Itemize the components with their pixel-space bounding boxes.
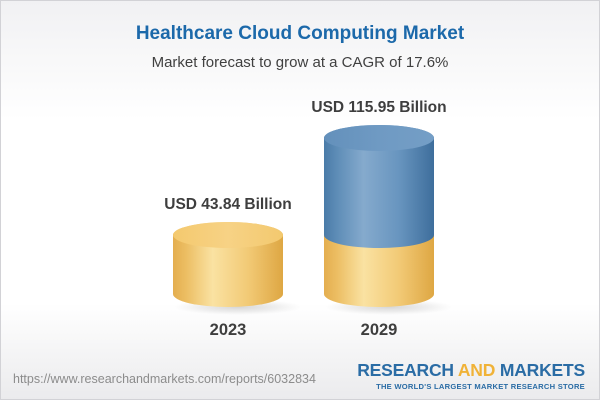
- value-label-2029: USD 115.95 Billion: [311, 99, 447, 116]
- category-label-2029: 2029: [360, 321, 398, 339]
- category-label-2023: 2023: [209, 321, 247, 339]
- bars-group: [173, 125, 453, 315]
- bar-2029-segment-blue: [324, 125, 434, 249]
- logo-wordmark: RESEARCH AND MARKETS: [357, 360, 585, 381]
- page-subtitle: Market forecast to grow at a CAGR of 17.…: [151, 54, 449, 71]
- bar-2023-cap: [173, 222, 283, 249]
- value-label-2023: USD 43.84 Billion: [164, 196, 292, 214]
- logo-word-research: RESEARCH: [357, 360, 454, 380]
- logo-word-markets: MARKETS: [499, 360, 585, 380]
- chart-header: Healthcare Cloud Computing Market Market…: [1, 23, 599, 71]
- page-title: Healthcare Cloud Computing Market: [135, 23, 465, 44]
- source-url[interactable]: https://www.researchandmarkets.com/repor…: [13, 372, 316, 386]
- logo-word-and: AND: [457, 360, 496, 380]
- research-and-markets-logo: RESEARCH AND MARKETS THE WORLD'S LARGEST…: [357, 360, 585, 391]
- logo-tagline: THE WORLD'S LARGEST MARKET RESEARCH STOR…: [376, 382, 585, 391]
- bar-2029-cap: [324, 125, 434, 151]
